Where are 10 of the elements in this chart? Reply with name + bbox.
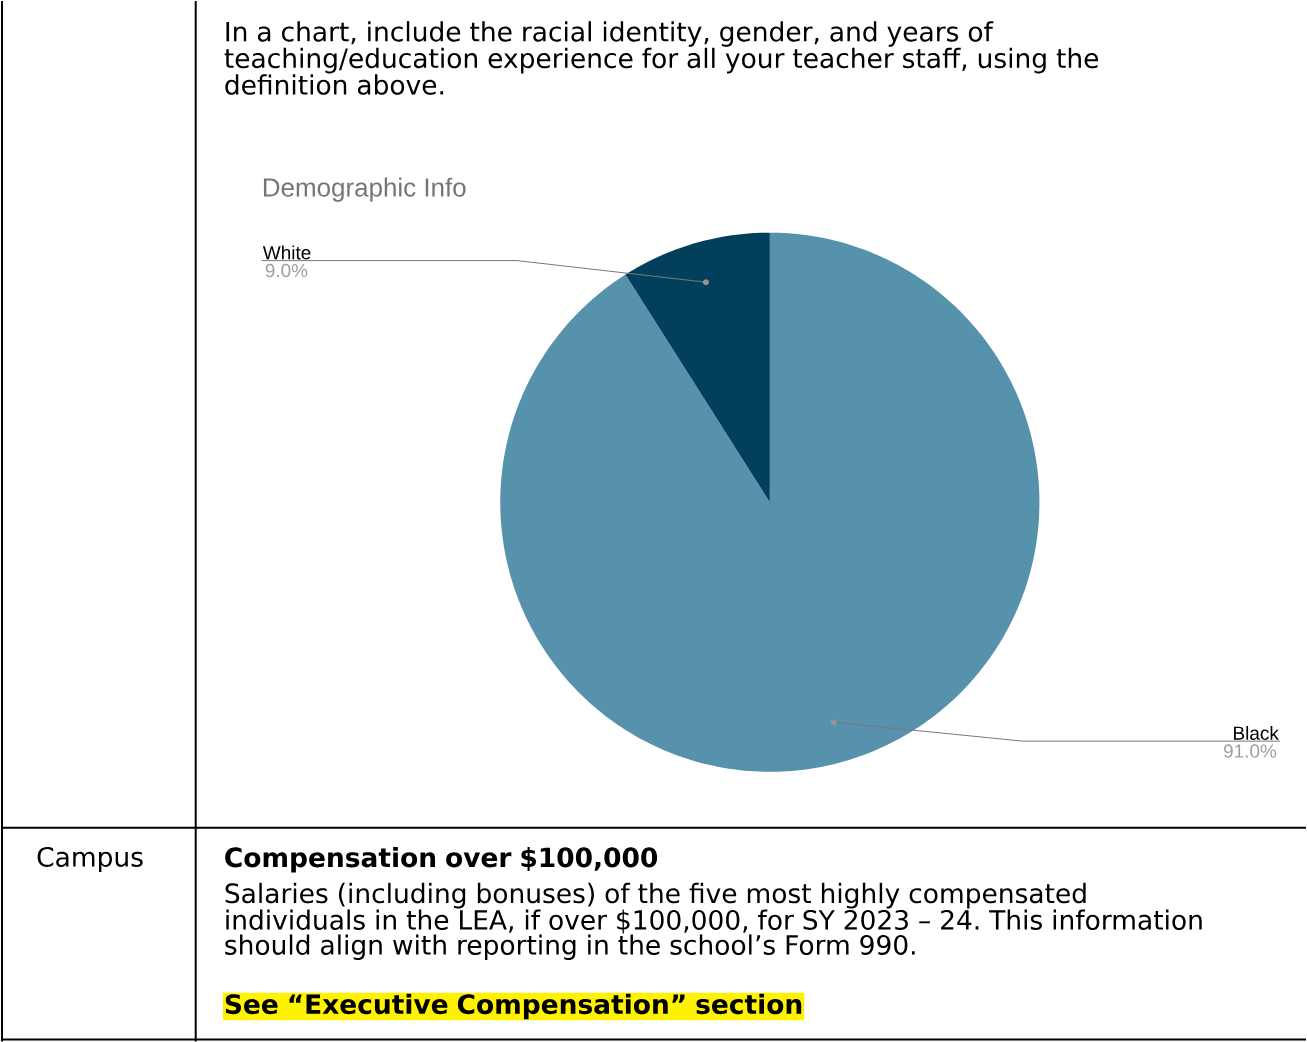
slice-label: White [262, 245, 311, 260]
chart-title: Demographic Info [263, 177, 466, 202]
text: In a chart, include the racial identity, gender, and years of teaching/education experience for all your teacher staff, using the definition above. [224, 20, 1099, 95]
text: Compensation over $100,000 [225, 846, 658, 873]
data-label: 9.0% [265, 263, 308, 278]
data-label: 91.0% [1223, 744, 1277, 758]
text: Salaries (including bonuses) of the five most highly compensated individuals in the LEA, if over $100,000, for SY 2023 – 24. This information should align with reporting in the school’s Form 990. [225, 882, 1202, 960]
slice-label: Black [1234, 725, 1279, 740]
text: Campus [37, 846, 143, 872]
text: See “Executive Compensation” section [225, 993, 802, 1020]
